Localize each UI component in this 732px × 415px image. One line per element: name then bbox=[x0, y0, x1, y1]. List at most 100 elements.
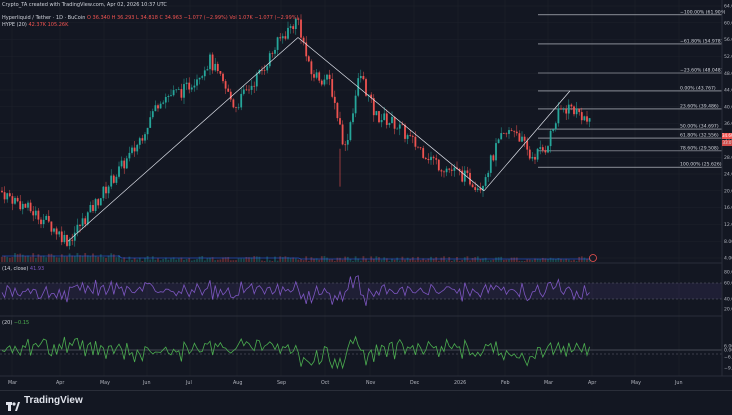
volume-bar bbox=[487, 260, 490, 262]
volume-bar bbox=[549, 257, 552, 262]
rsi-legend-label[interactable]: (14, close) bbox=[2, 266, 29, 272]
candle-body bbox=[310, 61, 313, 75]
candle-body bbox=[45, 215, 48, 220]
volume-bar bbox=[63, 256, 66, 262]
candle-body bbox=[180, 89, 183, 98]
candle-body bbox=[510, 130, 513, 131]
candle-body bbox=[578, 108, 581, 113]
volume-bar bbox=[253, 256, 256, 262]
current-price-tag: 34.697 bbox=[722, 133, 732, 139]
trend-lines bbox=[67, 37, 571, 242]
volume-bar bbox=[586, 258, 588, 262]
fibonacci-levels: −100.00% (61.909) −61.80% (54.978) −23.60%… bbox=[538, 9, 726, 168]
volume-bar bbox=[562, 259, 565, 262]
candle-body bbox=[435, 158, 438, 160]
fib-level-label: 50.00% (34.697) bbox=[680, 124, 719, 130]
candle-body bbox=[320, 80, 323, 85]
candle-body bbox=[229, 91, 232, 100]
candle-body bbox=[583, 116, 586, 121]
volume-bar bbox=[263, 260, 266, 262]
volume-bar bbox=[219, 259, 222, 262]
candle-body bbox=[419, 147, 422, 149]
candle-body bbox=[266, 66, 269, 71]
candle-body bbox=[367, 94, 370, 96]
candle-body bbox=[242, 89, 245, 94]
volume-bar bbox=[170, 258, 172, 262]
volume-legend-label[interactable]: HYPE (20) bbox=[2, 22, 27, 28]
chart-canvas[interactable]: −100.00% (61.909) −61.80% (54.978) −23.60%… bbox=[0, 0, 732, 390]
volume-bar bbox=[510, 257, 513, 262]
volume-bar bbox=[73, 255, 76, 262]
candle-body bbox=[575, 108, 578, 115]
candle-body bbox=[60, 231, 63, 243]
time-axis[interactable]: Mar Apr May Jun Jul Aug Sep Oct Nov Dec 2026 Feb Mar… bbox=[8, 380, 683, 386]
volume-bar bbox=[430, 256, 432, 262]
candle-body bbox=[547, 146, 549, 153]
volume-bar bbox=[235, 260, 237, 262]
volume-bar bbox=[279, 256, 282, 262]
candle-body bbox=[214, 63, 217, 71]
alert-circle-icon[interactable] bbox=[589, 254, 597, 262]
tradingview-logo[interactable]: TradingView bbox=[6, 395, 83, 411]
volume-bar bbox=[209, 257, 211, 262]
volume-bar bbox=[554, 259, 557, 262]
volume-bar bbox=[287, 257, 289, 262]
candle-body bbox=[450, 169, 453, 171]
fib-level-label: 78.60% (29.508) bbox=[680, 145, 719, 151]
price-axis-tick: 24.00 bbox=[724, 172, 732, 178]
volume-bar bbox=[437, 260, 440, 262]
candle-body bbox=[55, 228, 58, 235]
volume-bar bbox=[167, 259, 170, 262]
fib-level-label: −100.00% (61.909) bbox=[680, 9, 726, 15]
candle-body bbox=[565, 109, 568, 114]
candle-body bbox=[289, 26, 292, 28]
volume-bar bbox=[131, 259, 133, 262]
candle-body bbox=[502, 133, 505, 134]
fib-level-label: 61.80% (32.556) bbox=[680, 133, 719, 139]
volume-bar bbox=[515, 257, 518, 262]
volume-bar bbox=[422, 258, 425, 262]
candle-body bbox=[193, 85, 196, 88]
volume-bar bbox=[89, 256, 92, 262]
candle-body bbox=[159, 103, 162, 109]
candle-body bbox=[172, 90, 175, 96]
volume-bar bbox=[14, 253, 16, 262]
candle-body bbox=[177, 89, 180, 90]
candle-body bbox=[53, 228, 55, 232]
candle-body bbox=[375, 111, 378, 116]
candle-body bbox=[474, 187, 477, 190]
candle-body bbox=[37, 210, 40, 220]
volume-bar bbox=[310, 257, 313, 262]
candle-body bbox=[476, 188, 479, 190]
candle-body bbox=[71, 239, 74, 241]
volume-bar bbox=[388, 260, 391, 262]
time-axis-tick: Jun bbox=[142, 380, 151, 386]
candle-body bbox=[151, 111, 154, 118]
candle-body bbox=[123, 160, 126, 169]
price-axis[interactable]: 64.00 60.00 56.00 52.00 48.00 44.00 40.00 36.00… bbox=[724, 4, 732, 262]
osc-legend-label[interactable]: (20) bbox=[2, 320, 13, 326]
volume-bar bbox=[42, 255, 45, 262]
volume-bar bbox=[149, 259, 152, 262]
candle-body bbox=[138, 138, 141, 145]
candle-body bbox=[302, 37, 305, 43]
volume-legend: HYPE (20) 42.37K 105.26K bbox=[2, 22, 68, 28]
candle-body bbox=[458, 169, 461, 171]
symbol-title[interactable]: Hyperliquid / Tether · 1D · BuCoin bbox=[2, 15, 86, 21]
volume-bar bbox=[378, 257, 380, 262]
volume-bar bbox=[575, 260, 578, 262]
candle-body bbox=[32, 211, 35, 216]
price-axis-tick: 60.00 bbox=[724, 20, 732, 26]
candle-body bbox=[284, 36, 287, 39]
volume-bar bbox=[40, 255, 42, 262]
volume-bar bbox=[463, 257, 466, 262]
volume-bar bbox=[331, 259, 334, 262]
rsi-legend: (14, close) 41.93 bbox=[2, 266, 44, 272]
candle-body bbox=[201, 76, 204, 78]
candle-body bbox=[344, 144, 347, 146]
rsi-axis-tick: 80.00 bbox=[724, 270, 732, 276]
volume-bar bbox=[398, 260, 401, 262]
candle-body bbox=[240, 93, 243, 108]
candle-body bbox=[422, 148, 425, 158]
candle-body bbox=[401, 124, 404, 126]
